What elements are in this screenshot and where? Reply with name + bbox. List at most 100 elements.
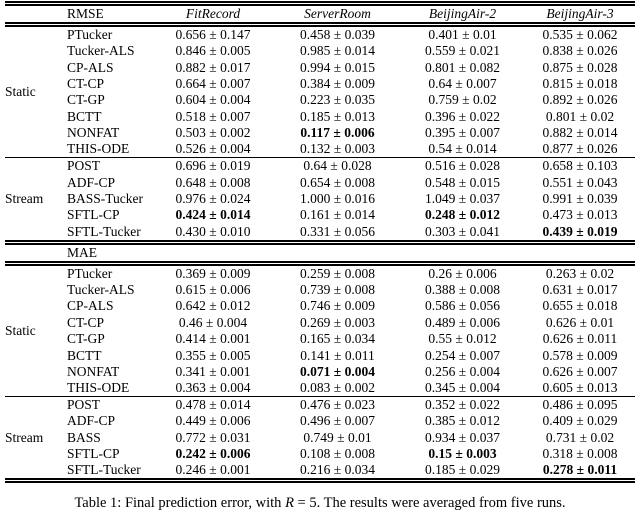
table-row: CT-GP 0.414 ± 0.001 0.165 ± 0.034 0.55 ± 0.… [5,331,635,347]
metric-label: RMSE [67,6,104,21]
value-cell: 0.254 ± 0.007 [425,347,500,363]
table-row: CP-ALS 0.642 ± 0.012 0.746 ± 0.009 0.586 ± … [5,298,635,314]
value-cell: 0.46 ± 0.004 [178,314,248,330]
value-cell: 0.551 ± 0.043 [542,174,618,190]
value-cell: 0.934 ± 0.037 [425,429,500,445]
group-label: Static [5,323,36,339]
method-cell: THIS-ODE [67,380,130,396]
value-cell: 0.746 ± 0.009 [300,298,375,314]
method-cell: NONFAT [67,364,120,380]
value-cell: 0.877 ± 0.026 [542,141,618,157]
value-cell: 0.15 ± 0.003 [428,446,497,462]
dataset-column-header: BeijingAir-2 [428,6,497,21]
method-cell: CT-GP [67,331,105,347]
table-row: ADF-CP 0.648 ± 0.008 0.654 ± 0.008 0.548 ± … [5,174,635,190]
table-row: BCTT 0.355 ± 0.005 0.141 ± 0.011 0.254 ± 0.… [5,347,635,363]
value-cell: 0.26 ± 0.006 [428,265,497,281]
table-row: SFTL-CP 0.242 ± 0.006 0.108 ± 0.008 0.15 ± … [5,446,635,462]
value-cell: 0.478 ± 0.014 [175,397,251,413]
table-row: Stream POST 0.478 ± 0.014 0.476 ± 0.023 0.35… [5,397,635,445]
value-cell: 0.64 ± 0.028 [303,158,372,174]
method-cell: THIS-ODE [67,141,130,157]
header-row: RMSE FitRecord ServerRoom BeijingAir-2 Beiji… [5,4,635,25]
value-cell: 0.801 ± 0.082 [425,59,500,75]
value-cell: 0.363 ± 0.004 [175,380,251,396]
method-cell: PTucker [67,265,113,281]
value-cell: 0.141 ± 0.011 [300,347,375,363]
value-cell: 0.631 ± 0.017 [542,282,618,298]
table-row: THIS-ODE 0.526 ± 0.004 0.132 ± 0.003 0.54 ±… [5,141,635,158]
value-cell: 0.518 ± 0.007 [175,108,251,124]
table-row: CP-ALS 0.882 ± 0.017 0.994 ± 0.015 0.801 ± … [5,59,635,75]
value-cell: 0.242 ± 0.006 [175,446,251,462]
table-row: CT-CP 0.664 ± 0.007 0.384 ± 0.009 0.64 ± 0.… [5,76,635,92]
method-cell: Tucker-ALS [67,282,135,298]
value-cell: 0.801 ± 0.02 [545,108,615,124]
value-cell: 0.655 ± 0.018 [542,298,618,314]
value-cell: 0.892 ± 0.026 [542,92,618,108]
method-cell: CT-CP [67,314,105,330]
value-cell: 0.259 ± 0.008 [300,265,375,281]
value-cell: 0.605 ± 0.013 [542,380,618,396]
value-cell: 0.369 ± 0.009 [175,265,251,281]
value-cell: 0.648 ± 0.008 [175,174,251,190]
value-cell: 0.117 ± 0.006 [300,125,375,141]
table-row: BASS-Tucker 0.976 ± 0.024 1.000 ± 0.016 1.0… [5,191,635,207]
table-row: BCTT 0.518 ± 0.007 0.185 ± 0.013 0.396 ± 0.… [5,109,635,125]
value-cell: 0.185 ± 0.029 [425,462,500,478]
table-row: Tucker-ALS 0.846 ± 0.005 0.985 ± 0.014 0.55… [5,43,635,59]
value-cell: 0.664 ± 0.007 [175,75,251,91]
value-cell: 0.303 ± 0.041 [425,223,500,239]
value-cell: 0.739 ± 0.008 [300,282,375,298]
method-cell: CP-ALS [67,298,114,314]
value-cell: 0.696 ± 0.019 [175,158,251,174]
value-cell: 0.388 ± 0.008 [425,282,500,298]
value-cell: 0.976 ± 0.024 [175,190,251,206]
value-cell: 0.994 ± 0.015 [300,59,375,75]
value-cell: 0.626 ± 0.01 [545,314,615,330]
method-cell: BASS-Tucker [67,190,144,206]
value-cell: 0.396 ± 0.022 [425,108,500,124]
caption-text-1: Table 1: Final prediction error, with [74,495,286,512]
value-cell: 0.749 ± 0.01 [303,429,372,445]
dataset-column-header: ServerRoom [304,6,371,21]
value-cell: 0.352 ± 0.022 [425,397,500,413]
table-row: Static PTucker 0.369 ± 0.009 0.259 ± 0.008 0… [5,263,635,338]
value-cell: 0.759 ± 0.02 [428,92,497,108]
table-row: Static PTucker 0.656 ± 0.147 0.458 ± 0.039 0… [5,25,635,99]
value-cell: 0.489 ± 0.006 [425,314,500,330]
method-cell: SFTL-Tucker [67,223,141,239]
value-cell: 0.385 ± 0.012 [425,413,500,429]
value-cell: 0.269 ± 0.003 [300,314,375,330]
corner-cell [5,4,67,25]
tables-host: RMSE FitRecord ServerRoom BeijingAir-2 Beiji… [5,3,635,484]
value-cell: 0.772 ± 0.031 [175,429,251,445]
table-row: NONFAT 0.503 ± 0.002 0.117 ± 0.006 0.395 ± … [5,125,635,141]
method-cell: CT-GP [67,92,105,108]
value-cell: 0.401 ± 0.01 [428,27,497,42]
value-cell: 0.658 ± 0.103 [542,158,618,174]
table-row: SFTL-CP 0.424 ± 0.014 0.161 ± 0.014 0.248 ±… [5,207,635,223]
group-label: Static [5,84,36,100]
dataset-column-header: FitRecord [185,6,241,21]
method-cell: BCTT [67,108,102,124]
value-cell: 0.615 ± 0.006 [175,282,251,298]
method-cell: BCTT [67,347,102,363]
mae-results-table: MAE Static PTucker 0.369 ± 0.009 0.259 ± 0.0… [5,240,635,484]
value-cell: 0.656 ± 0.147 [175,27,251,42]
value-cell: 0.578 ± 0.009 [542,347,618,363]
value-cell: 0.654 ± 0.008 [300,174,375,190]
value-cell: 0.991 ± 0.039 [542,190,618,206]
value-cell: 0.473 ± 0.013 [542,207,618,223]
group-label: Stream [5,191,44,207]
table-caption: Table 1: Final prediction error, with R … [0,494,640,512]
value-cell: 0.54 ± 0.014 [428,141,497,157]
value-cell: 0.586 ± 0.056 [425,298,500,314]
method-cell: Tucker-ALS [67,43,135,59]
value-cell: 0.882 ± 0.014 [542,125,618,141]
value-cell: 0.626 ± 0.011 [542,331,618,347]
value-cell: 0.985 ± 0.014 [300,43,375,59]
dataset-column-header: BeijingAir-3 [546,6,614,21]
header-row: MAE [5,242,635,263]
